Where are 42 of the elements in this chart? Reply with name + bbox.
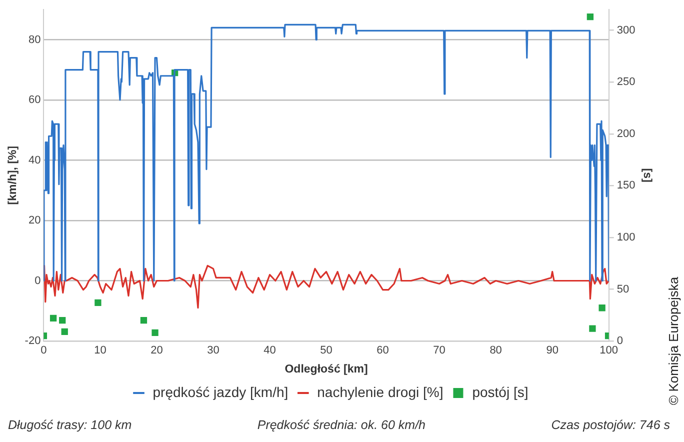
y-tick-label: 60 — [28, 94, 41, 106]
x-tick-label: 100 — [600, 344, 618, 357]
text: © Komisja Europejska — [666, 276, 681, 405]
text: Czas postojów: 746 s — [551, 418, 670, 432]
point — [94, 299, 102, 306]
y-tick-label: -20 — [24, 335, 41, 348]
point — [589, 325, 596, 332]
x-axis-title: Odległość [km] — [284, 363, 368, 376]
point — [586, 14, 594, 20]
legend-label: prędkość jazdy [km/h] — [152, 384, 288, 400]
x-tick-label: 20 — [150, 344, 163, 357]
y-tick-label: 20 — [28, 214, 41, 227]
y-tick-label: 80 — [28, 34, 41, 46]
y2-tick-label: 50 — [616, 283, 630, 296]
point — [61, 328, 68, 336]
x-tick-label: 30 — [207, 344, 220, 357]
y2-tick-label: 250 — [616, 76, 636, 88]
x-tick-label: 80 — [490, 344, 502, 357]
y2-tick-label: 300 — [616, 24, 636, 36]
y2-tick-label: 100 — [616, 231, 636, 244]
text: Długość trasy: 100 km — [8, 418, 132, 432]
y2-axis-title: [s] — [640, 168, 653, 182]
x-tick-label: 50 — [320, 344, 332, 357]
y-tick-label: 0 — [34, 274, 41, 287]
y2-tick-label: 0 — [616, 335, 623, 348]
point — [152, 329, 158, 336]
x-tick-label: 90 — [546, 344, 558, 357]
legend-label: nachylenie drogi [%] — [317, 384, 444, 400]
point — [598, 304, 606, 312]
point — [140, 316, 148, 324]
legend-label: postój [s] — [472, 384, 528, 400]
x-tick-label: 40 — [264, 344, 276, 357]
text: Prędkość średnia: ok. 60 km/h — [257, 418, 426, 432]
x-tick-label: 10 — [94, 344, 106, 357]
x-tick-label: 60 — [376, 344, 389, 357]
y2-tick-label: 150 — [616, 180, 636, 192]
point — [50, 314, 57, 322]
y-tick-label: 40 — [28, 154, 41, 166]
point — [59, 316, 66, 324]
y-axis-title: [km/h], [%] — [7, 146, 20, 205]
x-tick-label: 70 — [433, 344, 446, 357]
y2-tick-label: 200 — [616, 128, 636, 140]
